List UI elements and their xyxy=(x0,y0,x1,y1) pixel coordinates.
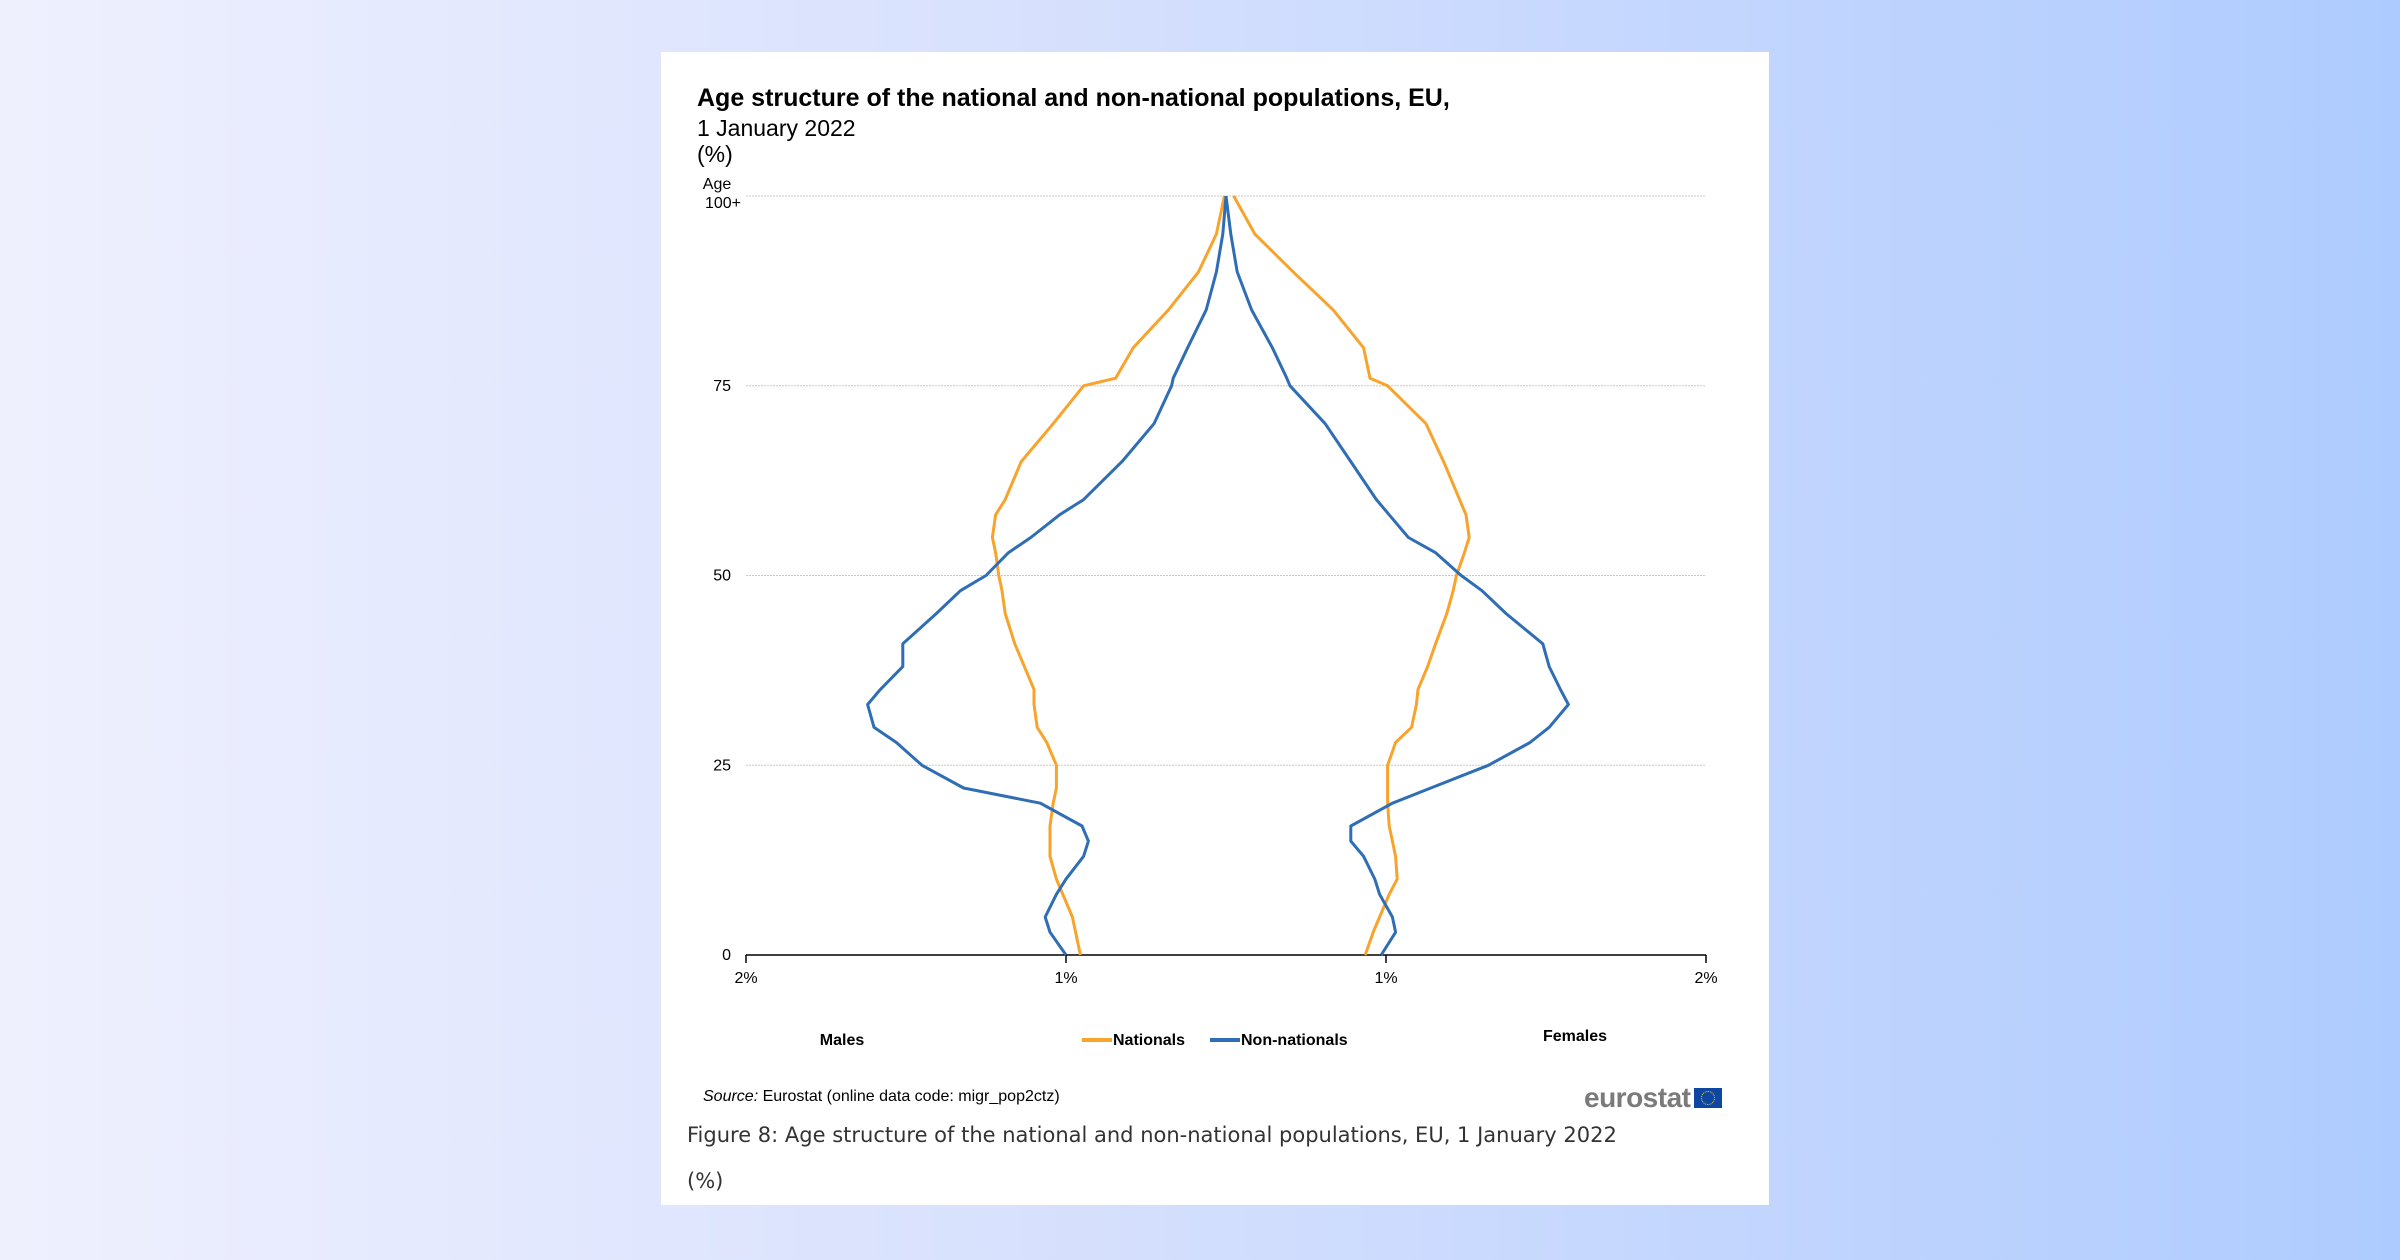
y-tick-label: 0 xyxy=(722,947,731,964)
eurostat-logo: eurostat xyxy=(1584,1082,1723,1114)
chart-title: Age structure of the national and non-na… xyxy=(697,84,1450,112)
logo-text: eurostat xyxy=(1584,1082,1691,1113)
males-label: Males xyxy=(820,1032,865,1049)
source-label: Source: xyxy=(703,1088,759,1105)
females-non-nationals-line xyxy=(1224,195,1570,956)
y-tick-label: 25 xyxy=(713,757,731,774)
x-tick-label: 2% xyxy=(1694,970,1717,987)
legend-label: Nationals xyxy=(1113,1032,1185,1049)
x-tick-label: 1% xyxy=(1054,970,1077,987)
females-nationals-line xyxy=(1232,195,1471,956)
males-non-nationals-line xyxy=(866,195,1228,956)
y-tick-label: 75 xyxy=(713,378,731,395)
x-tick-label: 1% xyxy=(1374,970,1397,987)
chart-unit: (%) xyxy=(697,141,733,167)
figure-card: Age structure of the national and non-na… xyxy=(661,52,1769,1205)
source-text: Eurostat (online data code: migr_pop2ctz… xyxy=(758,1088,1060,1105)
figure-caption-unit: (%) xyxy=(687,1169,724,1193)
y-tick-label: 100+ xyxy=(705,195,741,212)
females-label: Females xyxy=(1543,1028,1607,1045)
chart-subtitle: 1 January 2022 xyxy=(697,115,856,141)
figure-caption: Figure 8: Age structure of the national … xyxy=(687,1123,1617,1147)
males-nationals-line xyxy=(990,195,1226,956)
legend-item-non-nationals: Non-nationals xyxy=(1210,1032,1348,1049)
legend-label: Non-nationals xyxy=(1241,1032,1348,1049)
eu-flag-icon xyxy=(1694,1088,1723,1108)
source-note: Source: Eurostat (online data code: migr… xyxy=(703,1088,1060,1106)
y-axis-label: Age xyxy=(703,176,732,193)
y-tick-label: 50 xyxy=(713,568,731,585)
legend-item-nationals: Nationals xyxy=(1082,1032,1185,1049)
x-tick-label: 2% xyxy=(734,970,757,987)
